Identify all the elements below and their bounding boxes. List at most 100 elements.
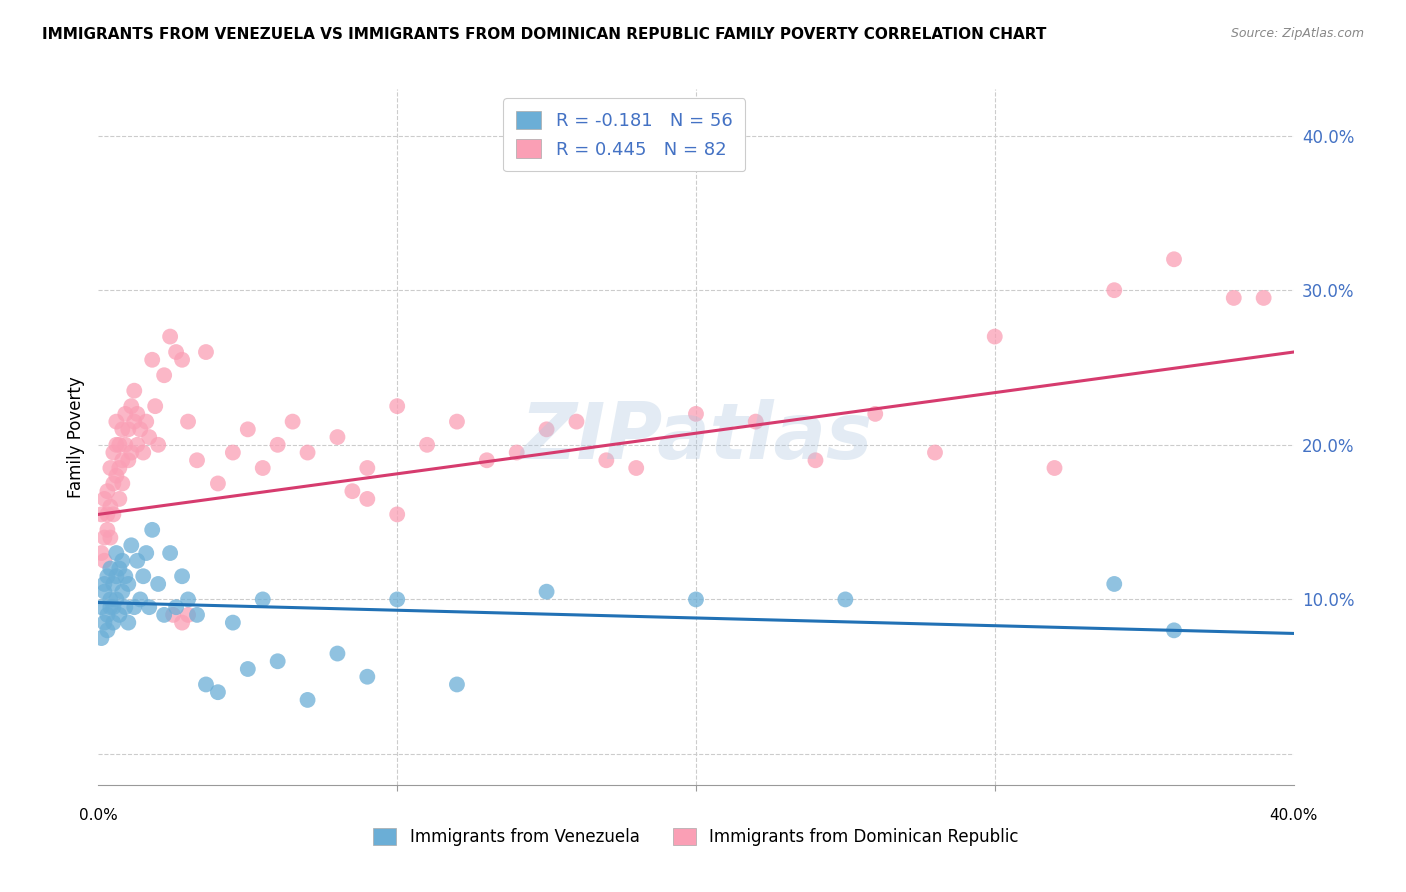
- Point: [172, 352, 194, 367]
- Point: [108, 438, 131, 452]
- Point: [111, 584, 134, 599]
- Point: [105, 569, 128, 583]
- Point: [111, 422, 134, 436]
- Point: [1104, 283, 1126, 297]
- Point: [172, 569, 194, 583]
- Point: [165, 345, 187, 359]
- Point: [267, 438, 290, 452]
- Point: [129, 592, 152, 607]
- Point: [159, 546, 181, 560]
- Point: [195, 345, 218, 359]
- Point: [1104, 577, 1126, 591]
- Point: [326, 430, 349, 444]
- Point: [356, 670, 378, 684]
- Point: [865, 407, 887, 421]
- Point: [105, 438, 128, 452]
- Point: [356, 461, 378, 475]
- Point: [96, 508, 118, 522]
- Point: [1163, 624, 1185, 638]
- Point: [96, 523, 118, 537]
- Point: [117, 422, 139, 436]
- Point: [105, 415, 128, 429]
- Point: [98, 592, 122, 607]
- Point: [111, 554, 134, 568]
- Point: [117, 577, 139, 591]
- Point: [159, 329, 181, 343]
- Point: [105, 592, 128, 607]
- Point: [96, 484, 118, 499]
- Point: [416, 438, 439, 452]
- Point: [96, 569, 118, 583]
- Point: [148, 438, 170, 452]
- Point: [124, 415, 146, 429]
- Point: [103, 508, 125, 522]
- Point: [1253, 291, 1275, 305]
- Point: [103, 600, 125, 615]
- Point: [924, 445, 946, 459]
- Point: [135, 546, 157, 560]
- Point: [129, 422, 152, 436]
- Point: [153, 607, 176, 622]
- Point: [565, 415, 588, 429]
- Point: [326, 647, 349, 661]
- Point: [132, 445, 155, 459]
- Point: [446, 677, 468, 691]
- Point: [103, 445, 125, 459]
- Point: [135, 415, 157, 429]
- Point: [90, 600, 112, 615]
- Point: [281, 415, 304, 429]
- Point: [105, 468, 128, 483]
- Text: 0.0%: 0.0%: [79, 808, 118, 823]
- Point: [685, 407, 707, 421]
- Point: [96, 607, 118, 622]
- Point: [186, 607, 208, 622]
- Point: [1163, 252, 1185, 267]
- Point: [186, 453, 208, 467]
- Point: [207, 685, 229, 699]
- Point: [297, 693, 319, 707]
- Point: [127, 438, 149, 452]
- Point: [98, 561, 122, 575]
- Point: [111, 476, 134, 491]
- Point: [1223, 291, 1246, 305]
- Point: [98, 500, 122, 514]
- Point: [177, 607, 200, 622]
- Point: [685, 592, 707, 607]
- Point: [143, 399, 166, 413]
- Point: [108, 561, 131, 575]
- Point: [626, 461, 648, 475]
- Point: [222, 445, 245, 459]
- Point: [834, 592, 856, 607]
- Point: [172, 615, 194, 630]
- Point: [804, 453, 827, 467]
- Point: [93, 554, 115, 568]
- Point: [342, 484, 364, 499]
- Point: [153, 368, 176, 383]
- Point: [162, 607, 184, 622]
- Point: [195, 677, 218, 691]
- Point: [267, 654, 290, 668]
- Point: [111, 453, 134, 467]
- Point: [98, 531, 122, 545]
- Point: [385, 508, 409, 522]
- Point: [103, 476, 125, 491]
- Point: [138, 600, 160, 615]
- Point: [120, 399, 142, 413]
- Point: [356, 491, 378, 506]
- Point: [177, 592, 200, 607]
- Point: [114, 600, 136, 615]
- Legend: Immigrants from Venezuela, Immigrants from Dominican Republic: Immigrants from Venezuela, Immigrants fr…: [367, 822, 1025, 853]
- Point: [117, 453, 139, 467]
- Point: [207, 476, 229, 491]
- Point: [236, 662, 259, 676]
- Point: [745, 415, 768, 429]
- Point: [90, 631, 112, 645]
- Point: [506, 445, 529, 459]
- Point: [385, 399, 409, 413]
- Point: [127, 407, 149, 421]
- Point: [148, 577, 170, 591]
- Point: [96, 624, 118, 638]
- Point: [475, 453, 498, 467]
- Point: [536, 422, 558, 436]
- Point: [93, 531, 115, 545]
